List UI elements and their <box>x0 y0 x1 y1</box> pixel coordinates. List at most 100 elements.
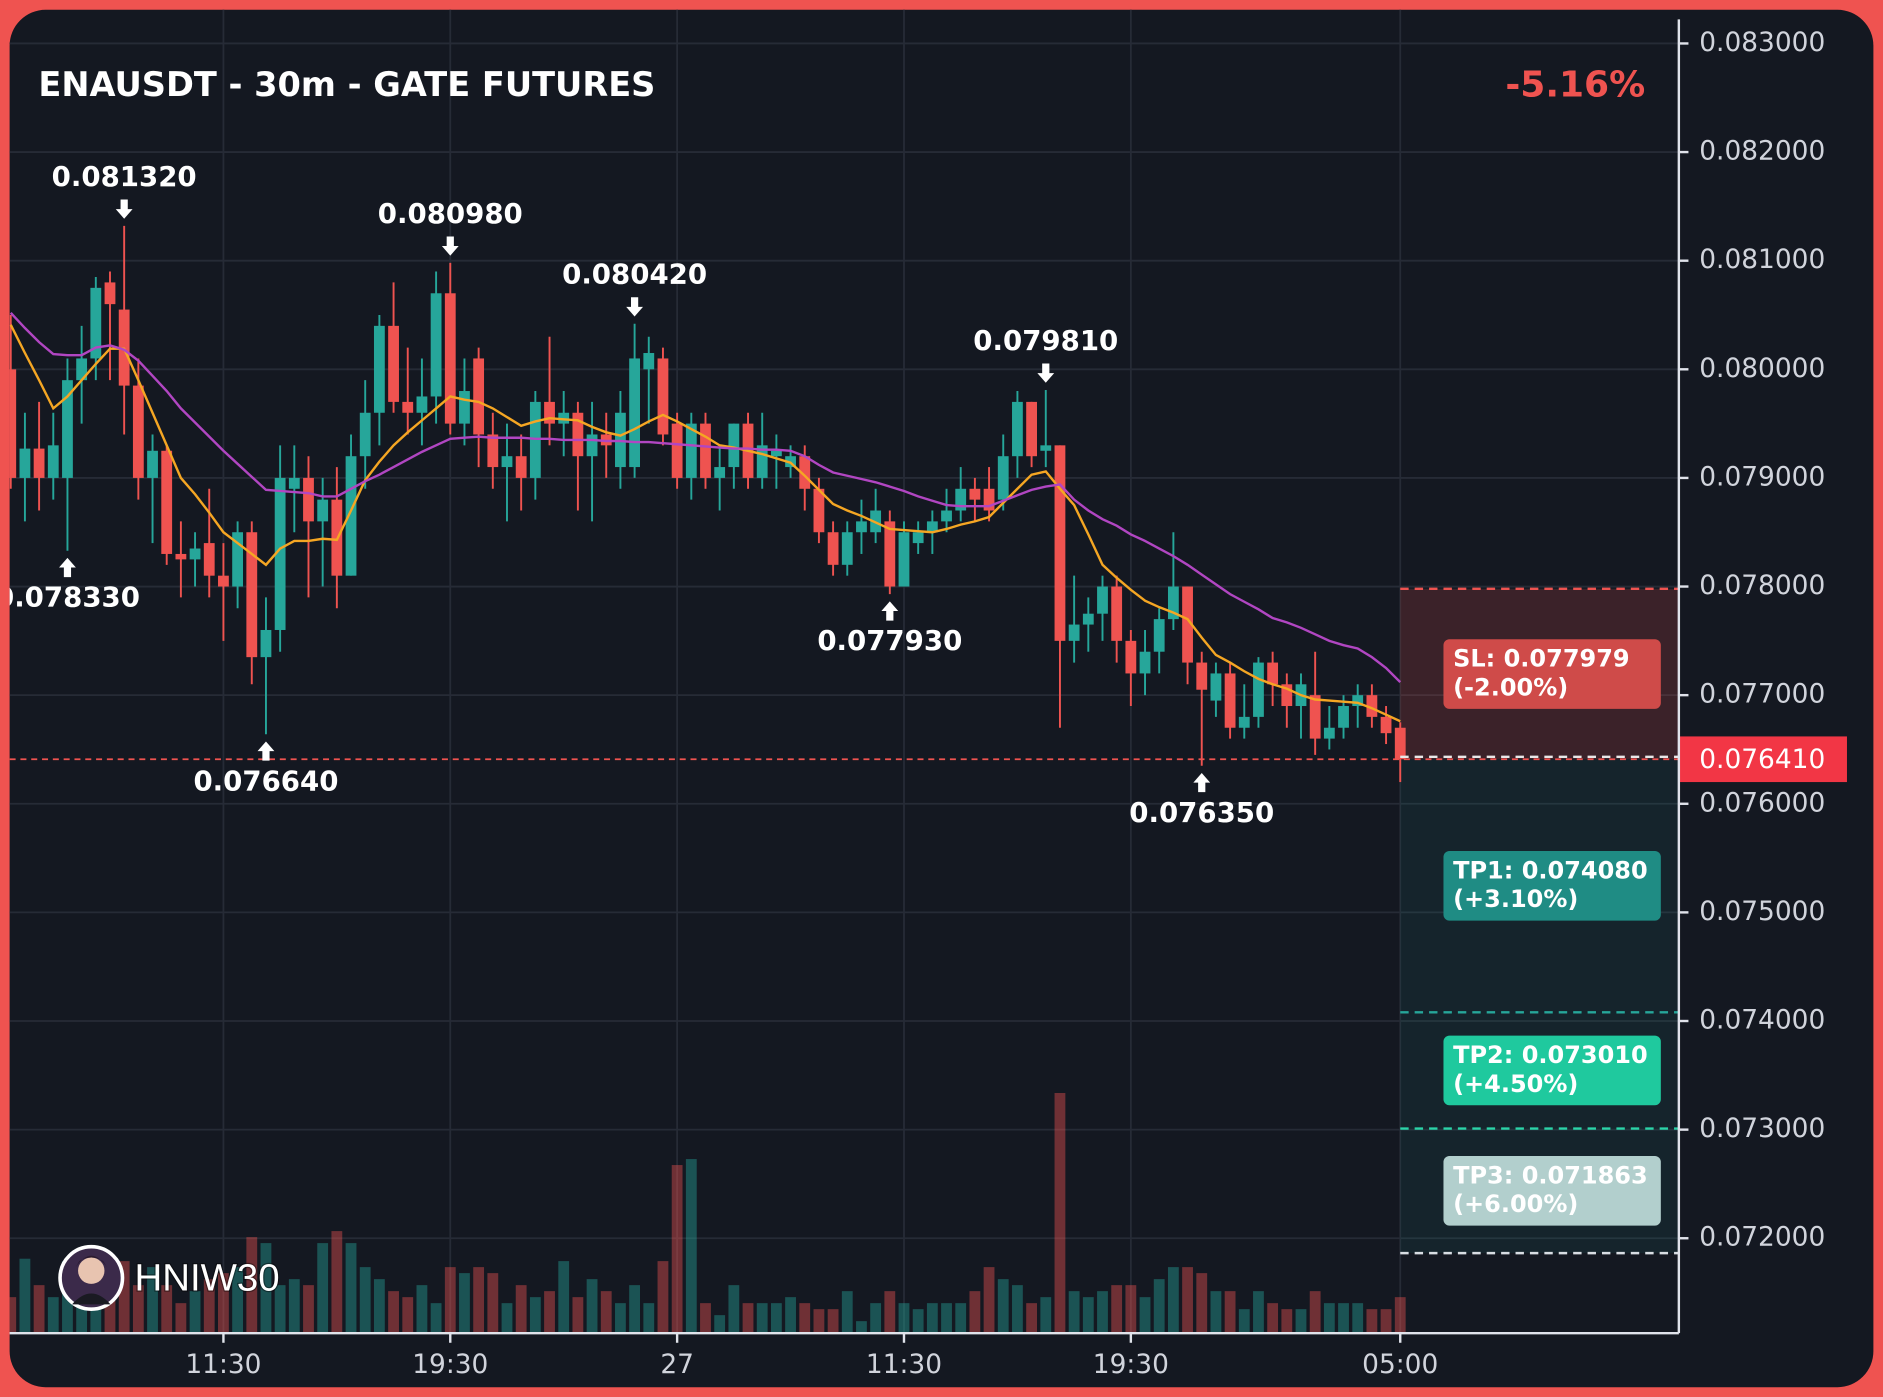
level-label: TP1: 0.074080 <box>1453 856 1648 884</box>
volume-bar <box>1068 1291 1080 1334</box>
volume-bar <box>232 1267 244 1334</box>
last-price-label: 0.076410 <box>1699 744 1825 775</box>
candle-body <box>1196 662 1208 690</box>
volume-bar <box>1394 1297 1406 1334</box>
volume-bar <box>1295 1309 1307 1334</box>
candle-body <box>76 358 88 381</box>
volume-bar <box>303 1285 314 1334</box>
candle-body <box>1040 445 1052 451</box>
candle-body <box>1338 706 1349 728</box>
candle-body <box>232 532 244 587</box>
volume-bar <box>813 1309 825 1334</box>
candle-body <box>827 532 839 565</box>
overlay: 0.083000 0.082000 0.081000 0.080000 0.079000… <box>185 27 1847 1380</box>
candle-body <box>218 575 229 587</box>
candle-body <box>955 488 967 511</box>
volume-bar <box>345 1243 357 1334</box>
candle-body <box>1210 673 1222 701</box>
volume-bar <box>941 1303 952 1334</box>
volume-bar <box>898 1303 910 1334</box>
candle-body <box>1012 401 1023 457</box>
volume-bar <box>1167 1267 1179 1334</box>
candle-body <box>685 423 697 478</box>
x-tick-label: 19:30 <box>1093 1349 1169 1380</box>
volume-bar <box>246 1237 258 1334</box>
volume-bar <box>1111 1285 1123 1334</box>
candle-body <box>1026 401 1038 457</box>
candle-body <box>1323 727 1335 739</box>
volume-bar <box>544 1291 555 1334</box>
candle-body <box>841 532 853 565</box>
volume-bar <box>1196 1273 1208 1334</box>
candle-body <box>132 385 144 478</box>
y-tick-label: 0.083000 <box>1699 27 1825 58</box>
level-box <box>1443 1035 1661 1106</box>
volume-bar <box>161 1285 173 1334</box>
candle-body <box>430 293 442 397</box>
candle-body <box>1224 673 1236 728</box>
level-label: SL: 0.077979 <box>1453 645 1630 673</box>
candle-body <box>1182 586 1193 663</box>
level-label: TP3: 0.071863 <box>1453 1161 1648 1189</box>
candle-body <box>1281 684 1293 707</box>
candle-body <box>1366 695 1378 717</box>
volume-bar <box>1224 1291 1236 1334</box>
chart-background <box>9 9 1874 1388</box>
volume-bar <box>147 1267 158 1334</box>
volume-bar <box>700 1303 711 1334</box>
y-tick-label: 0.074000 <box>1699 1005 1825 1036</box>
candle-body <box>1253 662 1264 717</box>
level-label: TP2: 0.073010 <box>1453 1041 1648 1069</box>
candle-body <box>303 477 314 522</box>
y-tick-label: 0.079000 <box>1699 461 1825 492</box>
volume-bar <box>19 1258 31 1334</box>
watermark: HNIW30 <box>135 1256 280 1299</box>
volume-bar <box>955 1303 967 1334</box>
volume-bar <box>997 1279 1009 1334</box>
volume-bar <box>430 1303 442 1334</box>
y-tick-label: 0.081000 <box>1699 244 1825 275</box>
extreme-label: 0.080420 <box>562 258 707 291</box>
candle-body <box>161 450 173 554</box>
volume-bar <box>926 1303 938 1334</box>
candle-body <box>9 369 17 478</box>
extreme-arrow <box>881 601 899 621</box>
volume-bar <box>1281 1309 1293 1334</box>
volume-bar <box>884 1291 896 1334</box>
candle-body <box>416 396 428 413</box>
volume-bar <box>402 1297 414 1334</box>
x-tick-label: 27 <box>660 1349 694 1380</box>
candle-body <box>444 293 456 424</box>
candle-body <box>926 521 938 533</box>
volume-bar <box>1125 1285 1137 1334</box>
level-note: (+4.50%) <box>1453 1070 1578 1098</box>
volume-bar <box>416 1285 428 1334</box>
candle-body <box>714 467 726 478</box>
volume-bar <box>1338 1303 1349 1334</box>
candle-body <box>1352 695 1364 707</box>
candle-body <box>572 412 584 457</box>
candle-body <box>1309 695 1321 739</box>
extreme-arrow <box>115 199 133 219</box>
level-box <box>1443 1156 1661 1226</box>
x-tick-label: 19:30 <box>412 1349 488 1380</box>
extreme-label: 0.076640 <box>193 764 338 797</box>
candle-body <box>671 423 683 478</box>
volume-bar <box>529 1297 541 1334</box>
volume-bar <box>487 1273 499 1334</box>
volume-bar <box>203 1279 215 1334</box>
volume-bar <box>1097 1291 1108 1334</box>
candle-body <box>388 325 399 402</box>
volume-bar <box>274 1285 286 1334</box>
candle-body <box>1394 727 1406 760</box>
y-tick-label: 0.080000 <box>1699 353 1825 384</box>
x-tick-label: 05:00 <box>1362 1349 1438 1380</box>
candle-body <box>1167 586 1179 620</box>
avatar <box>58 1244 125 1311</box>
extreme-arrow <box>1193 772 1211 793</box>
y-tick-label: 0.077000 <box>1699 679 1825 710</box>
candle-body <box>19 448 31 478</box>
volume-bar <box>600 1291 612 1334</box>
candle-body <box>969 488 981 500</box>
